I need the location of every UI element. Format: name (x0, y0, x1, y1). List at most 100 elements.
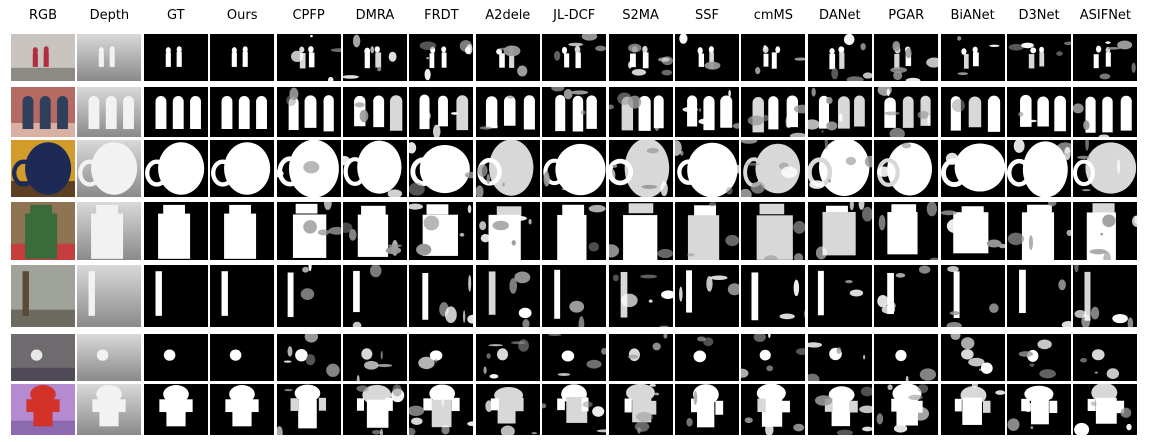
saliency-map (807, 87, 872, 137)
saliency-map (542, 384, 607, 435)
cell-people-in-front-of-wall-s2ma (608, 34, 673, 81)
saliency-map (608, 34, 673, 81)
rgb-image (11, 87, 75, 137)
saliency-map (276, 202, 341, 260)
saliency-map (276, 34, 341, 81)
cell-arched-windows-cpfp (276, 87, 341, 137)
rgb-image (11, 334, 75, 381)
saliency-map (807, 140, 872, 197)
cell-white-dot-on-table-pgar (874, 334, 939, 381)
saliency-map (542, 87, 607, 137)
saliency-map (1073, 34, 1138, 81)
cell-people-in-front-of-wall-bianet (940, 34, 1005, 81)
cell-people-in-front-of-wall-dmra (343, 34, 407, 81)
saliency-map (741, 384, 806, 435)
saliency-map (1073, 140, 1138, 197)
cell-coffee-mug-rgb (11, 140, 75, 197)
saliency-map (807, 384, 872, 435)
cell-arched-windows-bianet (940, 87, 1005, 137)
cell-red-toy-on-purple-s2ma (608, 384, 673, 435)
cell-coffee-mug-cmms (741, 140, 806, 197)
cell-red-toy-on-purple-jl-dcf (542, 384, 607, 435)
cell-people-in-front-of-wall-jl-dcf (542, 34, 607, 81)
cell-pole-on-shore-cmms (741, 265, 806, 327)
cell-white-dot-on-table-d3net (1007, 334, 1071, 381)
saliency-map (1007, 202, 1071, 260)
cell-red-toy-on-purple-bianet (940, 384, 1005, 435)
cell-coffee-mug-d3net (1007, 140, 1071, 197)
saliency-map (675, 265, 739, 327)
saliency-map (210, 265, 275, 327)
cell-arched-windows-asifnet (1073, 87, 1138, 137)
cell-white-dot-on-table-s2ma (608, 334, 673, 381)
saliency-map (1007, 34, 1071, 81)
saliency-map (143, 334, 208, 381)
cell-red-toy-on-purple-depth (77, 384, 142, 435)
cell-coffee-mug-ours (210, 140, 275, 197)
saliency-map (276, 384, 341, 435)
saliency-map (608, 265, 673, 327)
cell-vitamin-bottle-bianet (940, 202, 1005, 260)
cell-red-toy-on-purple-dmra (343, 384, 407, 435)
cell-vitamin-bottle-cpfp (276, 202, 341, 260)
cell-pole-on-shore-rgb (11, 265, 75, 327)
cell-vitamin-bottle-ours (210, 202, 275, 260)
saliency-map (210, 202, 275, 260)
saliency-map (210, 87, 275, 137)
cell-arched-windows-jl-dcf (542, 87, 607, 137)
saliency-map (1073, 87, 1138, 137)
saliency-map (475, 265, 540, 327)
cell-arched-windows-ssf (675, 87, 739, 137)
saliency-map (608, 140, 673, 197)
depth-map (77, 202, 142, 260)
cell-white-dot-on-table-cpfp (276, 334, 341, 381)
saliency-map (409, 384, 474, 435)
saliency-map (343, 384, 407, 435)
column-label-cpfp: CPFP (292, 8, 325, 23)
cell-red-toy-on-purple-frdt (409, 384, 474, 435)
saliency-map (409, 34, 474, 81)
saliency-map (343, 140, 407, 197)
saliency-map (940, 140, 1005, 197)
column-label-jl-dcf: JL-DCF (553, 8, 596, 23)
cell-arched-windows-d3net (1007, 87, 1071, 137)
cell-people-in-front-of-wall-ssf (675, 34, 739, 81)
cell-vitamin-bottle-a2dele (475, 202, 540, 260)
saliency-map (675, 34, 739, 81)
cell-arched-windows-dmra (343, 87, 407, 137)
column-label-d3net: D3Net (1018, 8, 1060, 23)
saliency-map (143, 140, 208, 197)
saliency-map (1007, 384, 1071, 435)
saliency-map (210, 334, 275, 381)
saliency-map (542, 265, 607, 327)
cell-coffee-mug-pgar (874, 140, 939, 197)
column-header-row: RGB Depth GT Ours CPFP DMRA FRDT A2dele JL-DCF S2… (0, 0, 1156, 30)
saliency-map (409, 202, 474, 260)
cell-coffee-mug-cpfp (276, 140, 341, 197)
saliency-map (1073, 334, 1138, 381)
saliency-map (675, 202, 739, 260)
cell-arched-windows-ours (210, 87, 275, 137)
saliency-map (741, 202, 806, 260)
saliency-map (1007, 334, 1071, 381)
cell-vitamin-bottle-asifnet (1073, 202, 1138, 260)
saliency-map (409, 334, 474, 381)
cell-coffee-mug-gt (143, 140, 208, 197)
cell-vitamin-bottle-depth (77, 202, 142, 260)
saliency-map (1073, 202, 1138, 260)
cell-vitamin-bottle-d3net (1007, 202, 1071, 260)
cell-red-toy-on-purple-danet (807, 384, 872, 435)
saliency-map (874, 87, 939, 137)
rgb-image (11, 140, 75, 197)
cell-people-in-front-of-wall-gt (143, 34, 208, 81)
cell-red-toy-on-purple-rgb (11, 384, 75, 435)
saliency-map (409, 87, 474, 137)
saliency-map (1007, 140, 1071, 197)
rgb-image (11, 34, 75, 81)
cell-people-in-front-of-wall-depth (77, 34, 142, 81)
cell-coffee-mug-dmra (343, 140, 407, 197)
saliency-map (542, 202, 607, 260)
saliency-map (475, 384, 540, 435)
cell-arched-windows-cmms (741, 87, 806, 137)
